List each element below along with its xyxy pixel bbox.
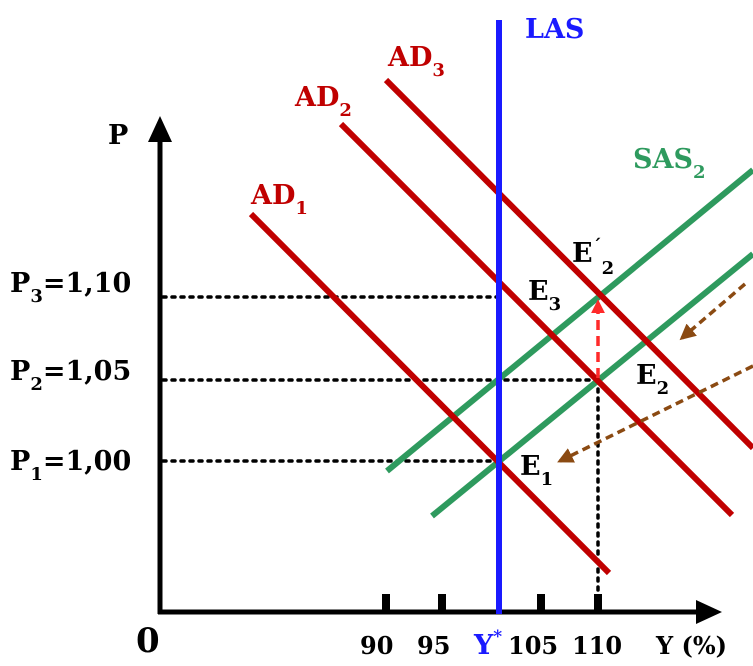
x-tick-label-105: 105: [508, 631, 558, 660]
x-tick-label-95: 95: [417, 631, 450, 660]
ad1-label: AD1: [250, 180, 308, 219]
point-e2-label: E2: [636, 360, 669, 399]
las-label: LAS: [525, 14, 584, 45]
x-tick-label-ystar: Y*: [473, 627, 502, 661]
y-axis-arrowhead: [148, 116, 172, 142]
price-label-p3: P3=1,10: [10, 268, 131, 307]
y-axis-label: P: [108, 120, 128, 151]
sas2-line: [385, 167, 753, 474]
tick-95: [438, 594, 446, 612]
point-e3-label: E3: [528, 276, 561, 315]
tick-110: [594, 594, 602, 612]
sas1-line: [430, 251, 753, 519]
ad3-line: [383, 77, 753, 451]
ad3-label: AD3: [387, 42, 445, 81]
price-label-p1: P1=1,00: [10, 446, 131, 485]
tick-90: [382, 594, 390, 612]
tick-105: [537, 594, 545, 612]
x-tick-label-90: 90: [360, 631, 393, 660]
point-e2prime-label: E´2: [572, 236, 614, 279]
x-axis-label: Y (%): [655, 631, 727, 660]
ad2-line: [338, 121, 735, 518]
x-axis-arrowhead: [696, 600, 722, 624]
ad2-label: AD2: [294, 82, 352, 121]
ad1-line: [248, 211, 612, 576]
origin-label: 0: [136, 621, 160, 661]
price-label-p2: P2=1,05: [10, 356, 131, 395]
point-e1-label: E1: [520, 451, 553, 490]
sas2-label: SAS2: [633, 144, 705, 183]
shift-arrow-to-sas1: [679, 282, 747, 341]
shift-arrow-to-e1: [557, 364, 753, 463]
x-tick-label-110: 110: [572, 631, 622, 660]
